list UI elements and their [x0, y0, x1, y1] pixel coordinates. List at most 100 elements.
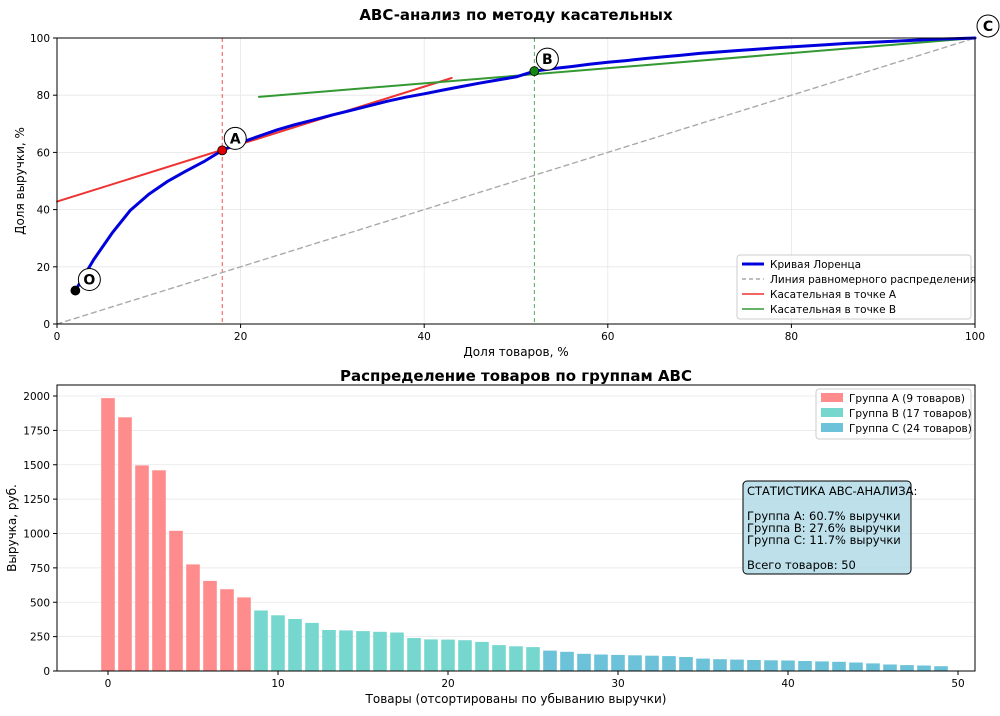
- point-a-label-bubble: [223, 126, 247, 150]
- point-o-label-bubble: [77, 268, 101, 292]
- uniform-distribution-line: [56, 37, 976, 325]
- bar-legend-label: Группа B (17 товаров): [849, 408, 972, 420]
- bar-y-tick-label: 250: [30, 632, 50, 644]
- lorenz-y-tick-label: 80: [37, 90, 50, 102]
- bar-x-tick-label: 30: [611, 678, 624, 690]
- bar-x-tick-label: 50: [951, 678, 964, 690]
- bar-x-axis-label: Товары (отсортированы по убыванию выручк…: [365, 692, 667, 706]
- group-c-bar: [781, 660, 795, 671]
- group-c-bar: [934, 666, 948, 671]
- bar-plot-area: [101, 398, 948, 672]
- group-c-bar: [747, 660, 761, 671]
- bar-x-tick-label: 40: [781, 678, 794, 690]
- bar-chart-title: Распределение товаров по группам ABC: [340, 367, 692, 385]
- lorenz-x-tick-label: 100: [965, 331, 985, 343]
- group-c-bar: [679, 657, 693, 671]
- group-c-bar: [798, 661, 812, 671]
- group-c-bar: [696, 658, 710, 671]
- lorenz-legend-frame: [736, 254, 972, 320]
- group-c-bar: [730, 659, 744, 671]
- abc-stats-line-a: Группа A: 60.7% выручки: [747, 509, 900, 523]
- lorenz-legend-label: Касательная в точке B: [770, 304, 896, 316]
- bar-legend-frame: [815, 388, 972, 440]
- bar-y-tick-label: 0: [43, 666, 50, 678]
- group-c-bar: [883, 664, 897, 671]
- tangent-b-line: [258, 37, 976, 98]
- point-a-label: A: [230, 131, 241, 147]
- abc-stats-line-b: Группа B: 27.6% выручки: [747, 521, 901, 535]
- group-c-bar: [713, 659, 727, 671]
- group-c-bar: [764, 660, 778, 671]
- group-a-bar: [152, 470, 166, 672]
- bar-y-tick-label: 1500: [23, 460, 50, 472]
- group-b-bar: [271, 615, 285, 671]
- lorenz-plot-area: O A B C: [56, 14, 1000, 325]
- group-c-bar: [832, 661, 846, 671]
- group-b-bar: [458, 640, 472, 671]
- point-c-label-bubble: [976, 14, 1000, 38]
- group-c-bar: [866, 663, 880, 671]
- bar-y-axis-label: Выручка, руб.: [5, 484, 19, 572]
- group-b-bar: [322, 630, 336, 671]
- bar-y-tick-label: 1000: [23, 529, 50, 541]
- lorenz-chart: ABC-анализ по методу касательных O A B C 0 2…: [13, 6, 1000, 359]
- bar-legend-swatch: [821, 408, 843, 417]
- group-a-bar: [135, 465, 149, 671]
- group-b-bar: [288, 619, 302, 671]
- lorenz-legend-label: Линия равномерного распределения: [770, 274, 976, 286]
- group-b-bar: [390, 632, 404, 671]
- abc-stats-box: СТАТИСТИКА ABC-АНАЛИЗА: Группа A: 60.7% …: [742, 480, 917, 575]
- abc-stats-line-c: Группа C: 11.7% выручки: [747, 533, 901, 547]
- abc-stats-total: Всего товаров: 50: [747, 558, 856, 572]
- group-b-bar: [373, 631, 387, 671]
- group-c-bar: [628, 655, 642, 671]
- bar-x-tick-label: 0: [105, 678, 112, 690]
- bar-legend-label: Группа A (9 товаров): [849, 393, 965, 405]
- group-a-bar: [186, 564, 200, 671]
- group-a-bar: [237, 597, 251, 671]
- lorenz-legend-label: Касательная в точке A: [770, 289, 897, 301]
- bar-y-tick-label: 500: [30, 597, 50, 609]
- group-a-bar: [169, 530, 183, 672]
- group-c-bar: [662, 656, 676, 671]
- lorenz-ticks: 0 20 40 60 80 100 0 20 40 60 80 100: [30, 33, 985, 343]
- lorenz-y-tick-label: 0: [43, 319, 50, 331]
- lorenz-legend-label: Кривая Лоренца: [770, 259, 861, 271]
- lorenz-y-axis-label: Доля выручки, %: [13, 127, 27, 235]
- abc-bar-chart: Распределение товаров по группам ABC 0 25…: [5, 367, 976, 706]
- point-o-marker: [70, 285, 81, 296]
- group-c-bar: [594, 654, 608, 671]
- group-c-bar: [849, 662, 863, 671]
- group-c-bar: [917, 665, 931, 671]
- lorenz-x-axis-label: Доля товаров, %: [463, 345, 568, 359]
- lorenz-x-tick-label: 0: [54, 331, 61, 343]
- group-b-bar: [492, 645, 506, 671]
- group-a-bar: [203, 580, 217, 671]
- group-b-bar: [356, 631, 370, 671]
- bar-legend-swatch: [821, 393, 843, 402]
- group-a-bar: [101, 398, 115, 671]
- bar-x-tick-label: 10: [271, 678, 284, 690]
- lorenz-x-tick-label: 60: [601, 331, 614, 343]
- lorenz-y-tick-label: 40: [37, 205, 50, 217]
- group-b-bar: [254, 610, 268, 671]
- group-b-bar: [424, 639, 438, 671]
- group-c-bar: [815, 661, 829, 671]
- group-b-bar: [441, 639, 455, 671]
- group-c-bar: [900, 665, 914, 671]
- bar-x-tick-label: 20: [441, 678, 454, 690]
- bar-y-tick-label: 750: [30, 563, 50, 575]
- abc-stats-frame: [742, 480, 912, 575]
- point-b-marker: [529, 66, 540, 77]
- lorenz-y-tick-label: 20: [37, 262, 50, 274]
- group-c-bar: [560, 651, 574, 672]
- lorenz-x-tick-label: 80: [785, 331, 798, 343]
- bar-legend-label: Группа C (24 товаров): [849, 423, 972, 435]
- point-a-marker: [217, 145, 228, 156]
- group-a-bar: [220, 589, 234, 671]
- lorenz-x-tick-label: 20: [234, 331, 247, 343]
- group-b-bar: [475, 641, 489, 671]
- group-b-bar: [305, 622, 319, 671]
- lorenz-legend: Кривая Лоренца Линия равномерного распред…: [736, 254, 976, 320]
